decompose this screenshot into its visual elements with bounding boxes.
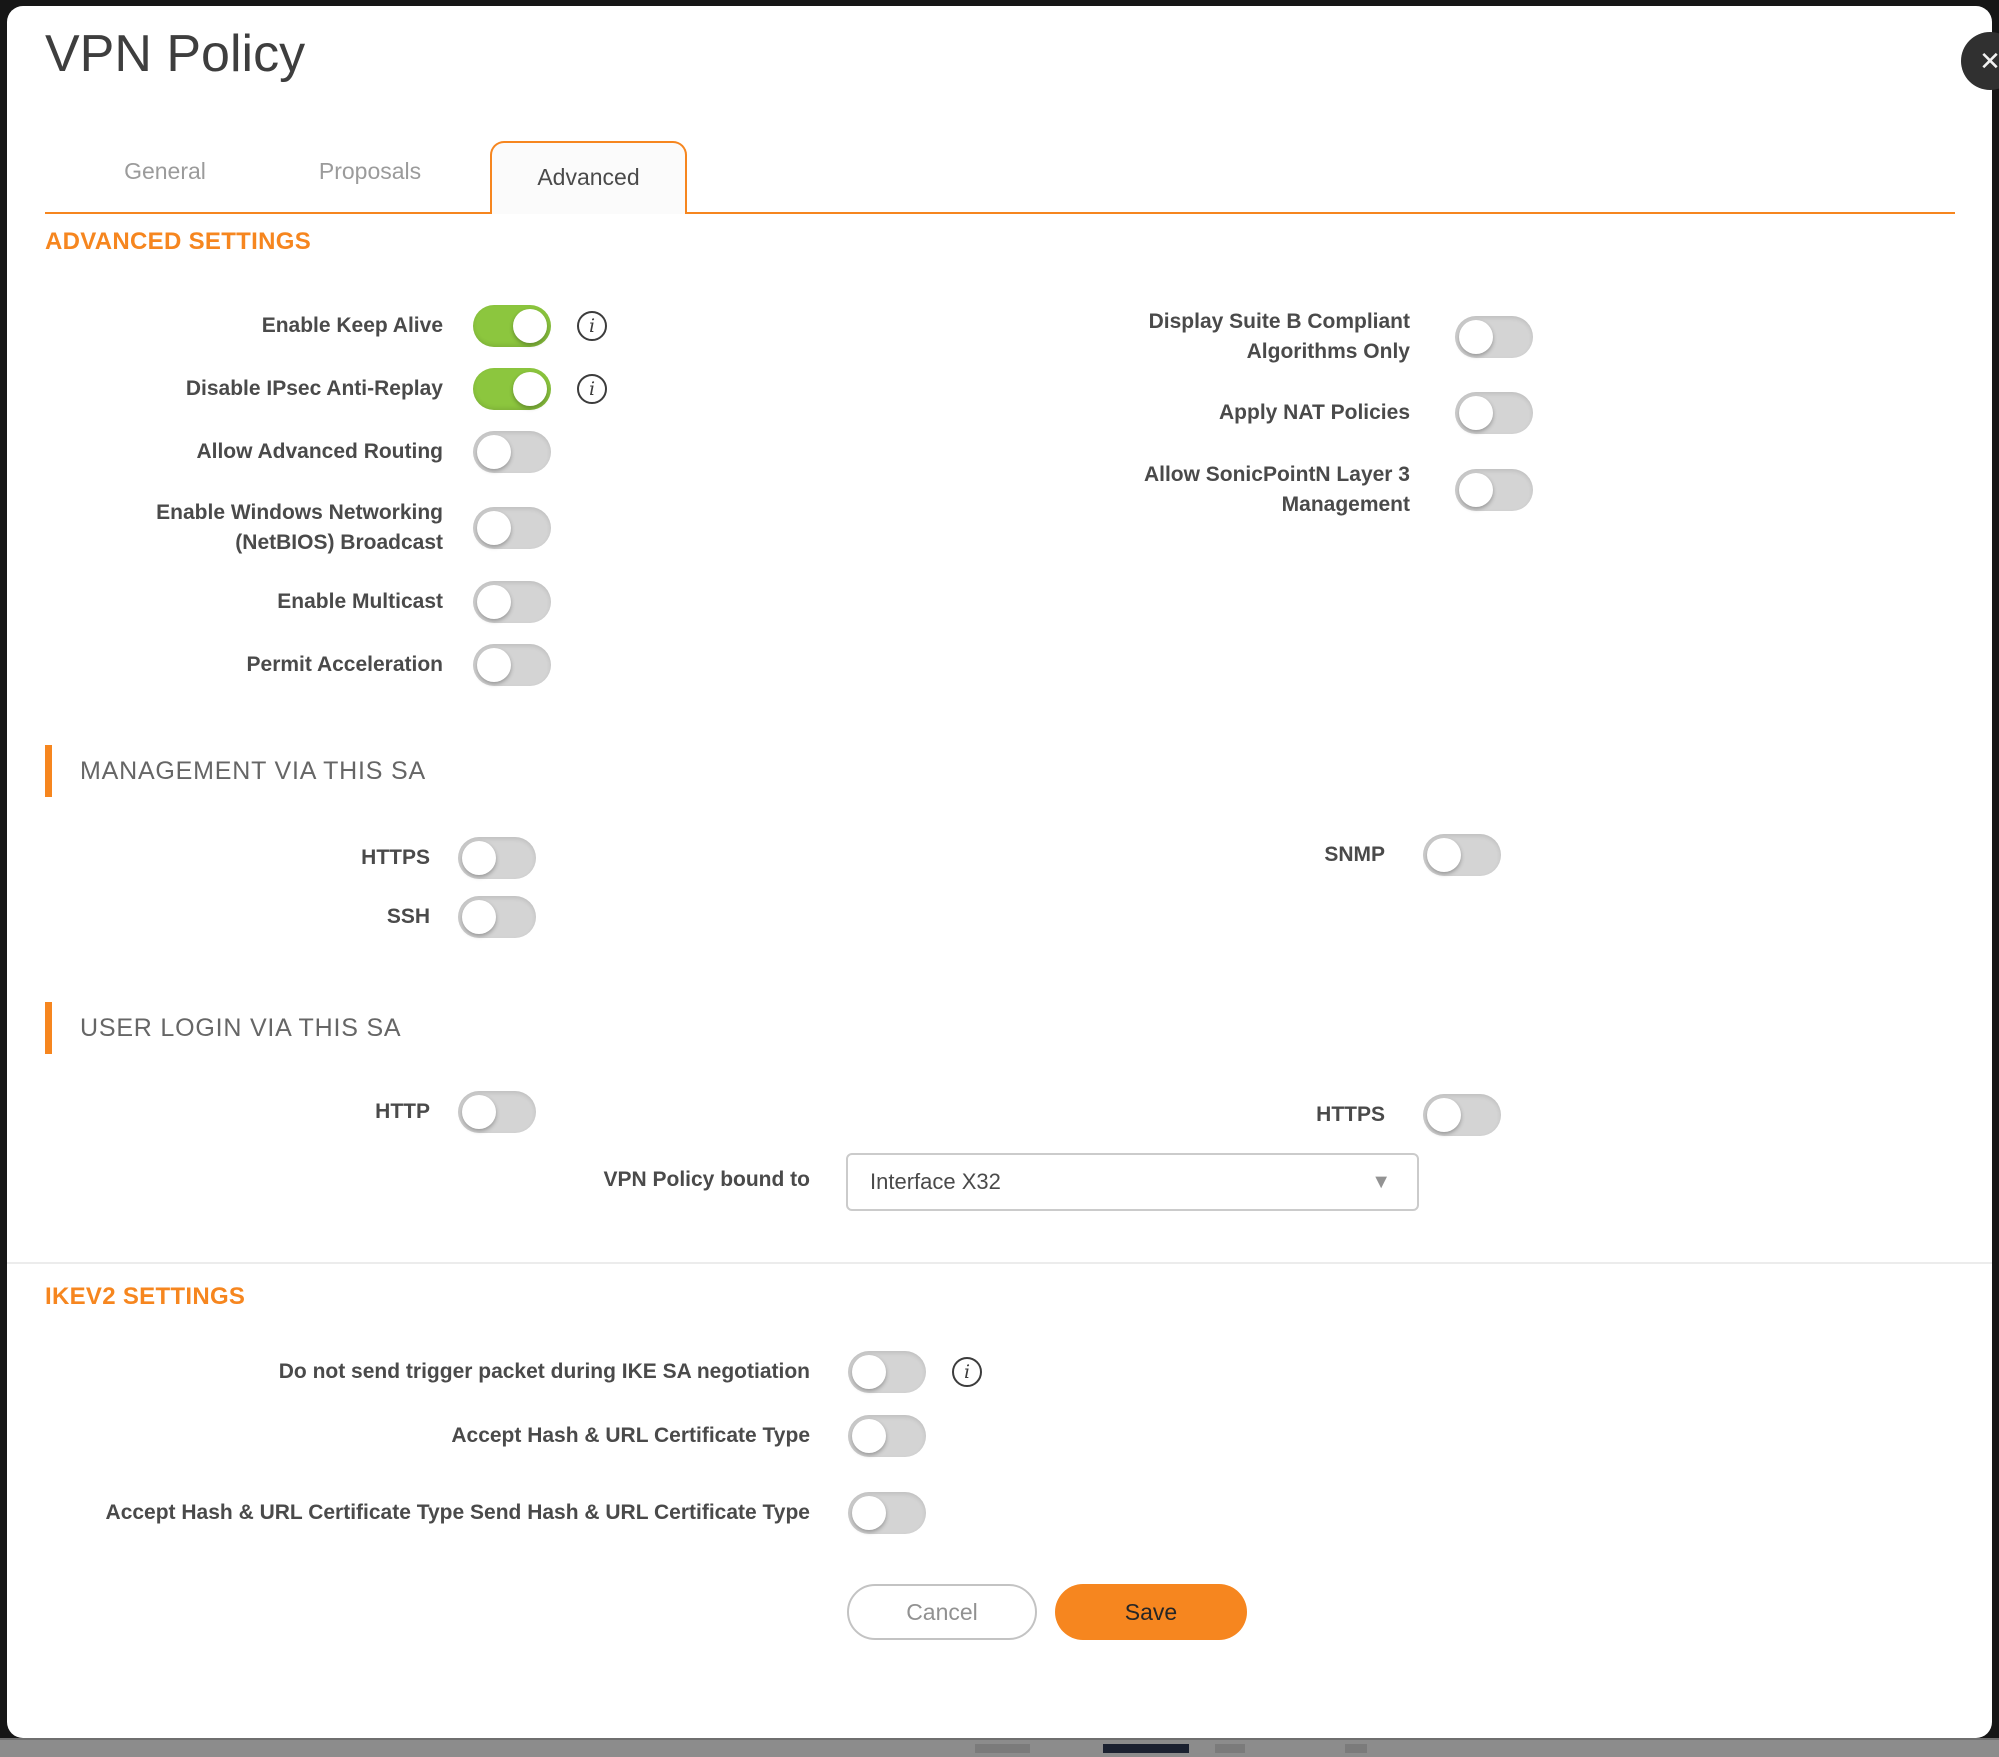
vpn-policy-bound-to-dropdown[interactable]: Interface X32 ▼ bbox=[846, 1153, 1419, 1211]
underlying-page-strip bbox=[0, 1738, 1999, 1757]
toggle-row-management-snmp: SNMP bbox=[1000, 834, 1501, 876]
no-trigger-packet-toggle[interactable] bbox=[848, 1351, 926, 1393]
toggle-knob bbox=[1427, 1098, 1461, 1132]
strip-segment bbox=[1345, 1744, 1367, 1753]
enable-keep-alive-toggle[interactable] bbox=[473, 305, 551, 347]
page-title: VPN Policy bbox=[45, 25, 306, 83]
tab-proposals[interactable]: Proposals bbox=[318, 158, 422, 184]
toggle-row-enable-multicast: Enable Multicast bbox=[45, 581, 551, 623]
toggle-label: Do not send trigger packet during IKE SA… bbox=[278, 1360, 810, 1383]
toggle-label: Disable IPsec Anti-Replay bbox=[185, 377, 443, 400]
toggle-knob bbox=[852, 1355, 886, 1389]
user-login-https-toggle[interactable] bbox=[1423, 1094, 1501, 1136]
toggle-knob bbox=[477, 585, 511, 619]
toggle-label: Enable Multicast bbox=[277, 590, 443, 613]
info-icon[interactable]: i bbox=[577, 374, 607, 404]
toggle-row-user-login-https: HTTPS bbox=[1000, 1094, 1501, 1136]
toggle-label: Enable Windows Networking (NetBIOS) Broa… bbox=[156, 501, 443, 554]
tab-advanced[interactable]: Advanced bbox=[490, 141, 687, 214]
dropdown-selected-value: Interface X32 bbox=[870, 1169, 1001, 1194]
toggle-label: Display Suite B Compliant Algorithms Onl… bbox=[1148, 310, 1410, 363]
disable-ipsec-anti-replay-toggle[interactable] bbox=[473, 368, 551, 410]
strip-segment bbox=[1103, 1744, 1189, 1753]
chevron-down-icon: ▼ bbox=[1371, 1170, 1391, 1193]
toggle-row-no-trigger-packet: Do not send trigger packet during IKE SA… bbox=[45, 1351, 982, 1393]
strip-segment bbox=[975, 1744, 1030, 1753]
toggle-row-sonicpointn-layer3: Allow SonicPointN Layer 3 Management bbox=[1000, 454, 1533, 526]
toggle-row-accept-hash-url-cert: Accept Hash & URL Certificate Type bbox=[45, 1415, 926, 1457]
apply-nat-policies-toggle[interactable] bbox=[1455, 392, 1533, 434]
accept-hash-url-cert-toggle[interactable] bbox=[848, 1415, 926, 1457]
toggle-knob bbox=[462, 900, 496, 934]
management-https-toggle[interactable] bbox=[458, 837, 536, 879]
toggle-row-management-ssh: SSH bbox=[45, 896, 536, 938]
sonicpointn-layer3-toggle[interactable] bbox=[1455, 469, 1533, 511]
enable-multicast-toggle[interactable] bbox=[473, 581, 551, 623]
toggle-label: HTTP bbox=[375, 1100, 430, 1123]
info-icon[interactable]: i bbox=[952, 1357, 982, 1387]
toggle-label: SNMP bbox=[1324, 843, 1385, 866]
management-snmp-toggle[interactable] bbox=[1423, 834, 1501, 876]
toggle-label: SSH bbox=[386, 905, 430, 928]
tabs-underline bbox=[45, 212, 1955, 214]
suite-b-compliant-toggle[interactable] bbox=[1455, 316, 1533, 358]
toggle-label: Enable Keep Alive bbox=[261, 314, 443, 337]
toggle-label: Permit Acceleration bbox=[246, 653, 443, 676]
user-login-section-heading: USER LOGIN VIA THIS SA bbox=[45, 1001, 401, 1055]
toggle-label: Apply NAT Policies bbox=[1219, 401, 1410, 424]
toggle-row-enable-keep-alive: Enable Keep Alive i bbox=[45, 305, 607, 347]
accept-send-hash-url-cert-toggle[interactable] bbox=[848, 1492, 926, 1534]
vpn-policy-bound-to-label: VPN Policy bound to bbox=[603, 1168, 810, 1191]
toggle-knob bbox=[852, 1419, 886, 1453]
toggle-knob bbox=[462, 841, 496, 875]
cancel-button[interactable]: Cancel bbox=[847, 1584, 1037, 1640]
section-accent-bar bbox=[45, 745, 52, 797]
toggle-row-permit-acceleration: Permit Acceleration bbox=[45, 644, 551, 686]
toggle-row-netbios-broadcast: Enable Windows Networking (NetBIOS) Broa… bbox=[45, 492, 551, 564]
ikev2-settings-heading: IKEV2 SETTINGS bbox=[45, 1283, 246, 1310]
toggle-knob bbox=[852, 1496, 886, 1530]
management-section-heading: MANAGEMENT VIA THIS SA bbox=[45, 744, 426, 798]
toggle-knob bbox=[462, 1095, 496, 1129]
toggle-knob bbox=[477, 511, 511, 545]
toggle-label: Allow SonicPointN Layer 3 Management bbox=[1143, 463, 1410, 516]
toggle-label: HTTPS bbox=[361, 846, 430, 869]
toggle-label: Accept Hash & URL Certificate Type bbox=[451, 1424, 810, 1447]
vpn-policy-dialog: VPN Policy General Proposals Advanced AD… bbox=[7, 6, 1992, 1738]
toggle-knob bbox=[513, 309, 547, 343]
toggle-row-apply-nat-policies: Apply NAT Policies bbox=[1000, 392, 1533, 434]
tab-general[interactable]: General bbox=[124, 158, 206, 184]
toggle-row-allow-advanced-routing: Allow Advanced Routing bbox=[45, 431, 551, 473]
user-login-http-toggle[interactable] bbox=[458, 1091, 536, 1133]
toggle-label: HTTPS bbox=[1316, 1103, 1385, 1126]
toggle-row-management-https: HTTPS bbox=[45, 837, 536, 879]
netbios-broadcast-toggle[interactable] bbox=[473, 507, 551, 549]
toggle-knob bbox=[1459, 473, 1493, 507]
save-button[interactable]: Save bbox=[1055, 1584, 1247, 1640]
section-accent-bar bbox=[45, 1002, 52, 1054]
toggle-knob bbox=[1459, 396, 1493, 430]
toggle-row-suite-b-compliant: Display Suite B Compliant Algorithms Onl… bbox=[1000, 301, 1533, 373]
advanced-settings-heading: ADVANCED SETTINGS bbox=[45, 228, 312, 255]
info-icon[interactable]: i bbox=[577, 311, 607, 341]
toggle-knob bbox=[1427, 838, 1461, 872]
section-divider bbox=[7, 1262, 1992, 1264]
toggle-knob bbox=[513, 372, 547, 406]
strip-segment bbox=[1215, 1744, 1245, 1753]
toggle-label: Allow Advanced Routing bbox=[196, 440, 443, 463]
toggle-knob bbox=[477, 435, 511, 469]
toggle-knob bbox=[1459, 320, 1493, 354]
toggle-row-user-login-http: HTTP bbox=[45, 1091, 536, 1133]
toggle-knob bbox=[477, 648, 511, 682]
permit-acceleration-toggle[interactable] bbox=[473, 644, 551, 686]
toggle-label: Accept Hash & URL Certificate Type Send … bbox=[105, 1501, 810, 1524]
management-ssh-toggle[interactable] bbox=[458, 896, 536, 938]
toggle-row-accept-send-hash-url-cert: Accept Hash & URL Certificate Type Send … bbox=[45, 1477, 926, 1549]
toggle-row-disable-ipsec-anti-replay: Disable IPsec Anti-Replay i bbox=[45, 368, 607, 410]
allow-advanced-routing-toggle[interactable] bbox=[473, 431, 551, 473]
